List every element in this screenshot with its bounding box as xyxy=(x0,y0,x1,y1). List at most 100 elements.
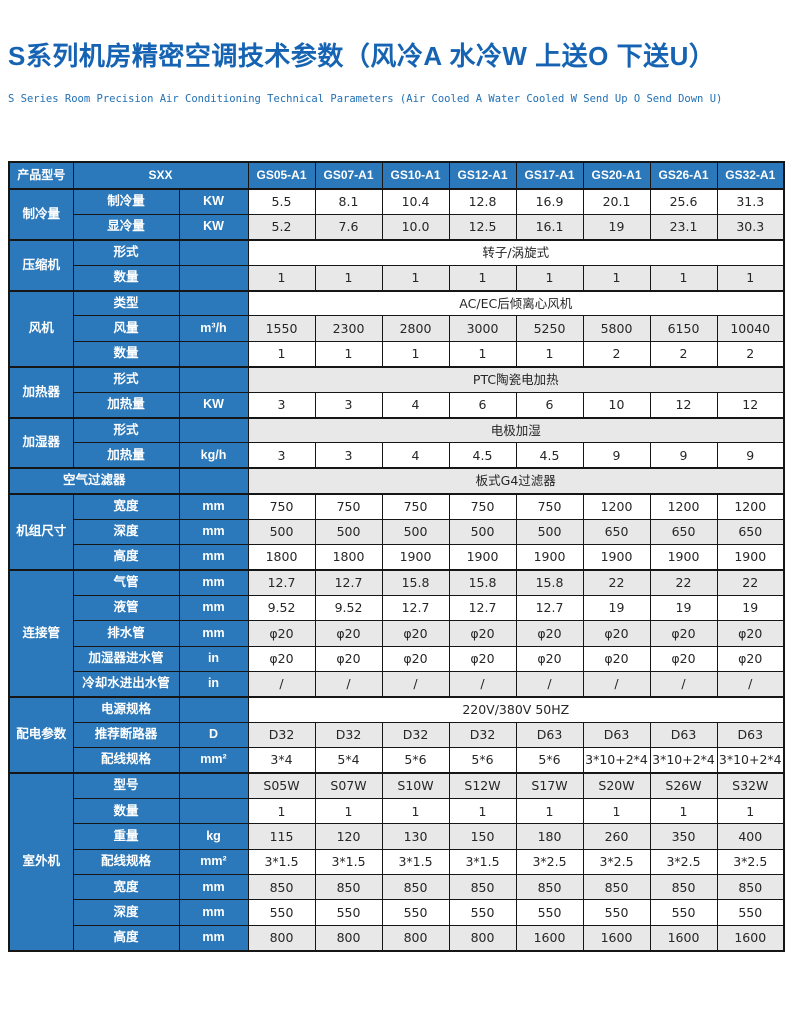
value-cell: 3 xyxy=(314,442,383,469)
value-cell: 850 xyxy=(314,874,383,901)
group-cell: 制冷量 xyxy=(8,188,74,241)
value-cell: S07W xyxy=(314,771,383,799)
table-row: 空气过滤器 板式G4过滤器 xyxy=(8,467,785,495)
table-header-row: 产品型号 SXX GS05-A1 GS07-A1 GS10-A1 GS12-A1 GS17-… xyxy=(8,161,785,190)
unit-cell: mm xyxy=(178,492,249,520)
value-cell: 750 xyxy=(381,492,450,520)
value-cell: 20.1 xyxy=(582,187,651,215)
value-cell: D63 xyxy=(716,721,785,749)
value-cell: D32 xyxy=(381,721,450,749)
unit-cell: KW xyxy=(178,187,249,215)
merged-value-cell: AC/EC后倾离心风机 xyxy=(247,289,785,317)
value-cell: 1 xyxy=(247,264,316,292)
value-cell: 750 xyxy=(314,492,383,520)
param-cell: 宽度 xyxy=(72,492,180,520)
value-cell: 1900 xyxy=(515,543,584,571)
param-cell: 高度 xyxy=(72,543,180,571)
value-cell: S05W xyxy=(247,771,316,799)
table-row: 压缩机 形式 转子/涡旋式 xyxy=(8,238,785,292)
param-cell: 类型 xyxy=(72,289,180,317)
value-cell: 3*10+2*4 xyxy=(582,747,651,774)
value-cell: φ20 xyxy=(381,645,450,672)
param-cell: 配线规格 xyxy=(72,848,180,876)
param-cell: 数量 xyxy=(72,797,180,825)
value-cell: 550 xyxy=(448,899,517,926)
group-cell: 配电参数 xyxy=(8,695,74,774)
value-cell: 1200 xyxy=(716,492,785,520)
value-cell: 650 xyxy=(649,518,718,545)
group-cell: 风机 xyxy=(8,289,74,368)
value-cell: / xyxy=(247,670,316,698)
value-cell: 4 xyxy=(381,442,450,469)
table-row: 液管 mm 9.52 9.52 12.7 12.7 12.7 19 19 19 xyxy=(9,594,785,622)
value-cell: 3 xyxy=(247,442,316,469)
group-cell: 连接管 xyxy=(8,568,74,698)
param-cell: 电源规格 xyxy=(72,695,180,723)
table-row: 制冷量 制冷量 KW 5.5 8.1 10.4 12.8 16.9 20.1 25.6 31.3 xyxy=(8,187,785,241)
param-cell: 深度 xyxy=(72,518,180,545)
value-cell: 130 xyxy=(381,823,450,850)
value-cell: 3*2.5 xyxy=(582,848,651,876)
value-cell: φ20 xyxy=(582,620,651,647)
table-row: 风量 m³/h 1550 2300 2800 3000 5250 5800 6150 10040 xyxy=(9,315,785,342)
value-cell: 1800 xyxy=(247,543,316,571)
value-cell: S26W xyxy=(649,771,718,799)
value-cell: 550 xyxy=(314,899,383,926)
value-cell: / xyxy=(582,670,651,698)
table-row: 数量 1 1 1 1 1 1 1 1 xyxy=(9,797,785,825)
value-cell: 16.1 xyxy=(515,213,584,241)
table-row: 加热量 kg/h 3 3 4 4.5 4.5 9 9 9 xyxy=(9,442,785,469)
value-cell: φ20 xyxy=(381,620,450,647)
value-cell: 550 xyxy=(515,899,584,926)
model-header: GS17-A1 xyxy=(515,161,584,190)
unit-cell xyxy=(178,238,249,266)
value-cell: 12.7 xyxy=(314,568,383,596)
param-cell: 形式 xyxy=(72,416,180,444)
value-cell: 2 xyxy=(716,340,785,368)
value-cell: 1 xyxy=(381,797,450,825)
value-cell: 1900 xyxy=(448,543,517,571)
value-cell: 2 xyxy=(582,340,651,368)
model-header: GS20-A1 xyxy=(582,161,651,190)
param-cell: 液管 xyxy=(72,594,180,622)
value-cell: 180 xyxy=(515,823,584,850)
unit-cell: mm xyxy=(178,924,249,952)
value-cell: S10W xyxy=(381,771,450,799)
value-cell: 850 xyxy=(649,874,718,901)
value-cell: 350 xyxy=(649,823,718,850)
unit-cell: mm xyxy=(178,568,249,596)
value-cell: 500 xyxy=(247,518,316,545)
value-cell: 650 xyxy=(716,518,785,545)
value-cell: 1 xyxy=(381,264,450,292)
value-cell: 850 xyxy=(582,874,651,901)
table-row: 显冷量 KW 5.2 7.6 10.0 12.5 16.1 19 23.1 30.3 xyxy=(9,213,785,241)
model-header: GS26-A1 xyxy=(649,161,718,190)
value-cell: 19 xyxy=(649,594,718,622)
value-cell: 12.5 xyxy=(448,213,517,241)
value-cell: 3*10+2*4 xyxy=(649,747,718,774)
value-cell: 850 xyxy=(448,874,517,901)
value-cell: D63 xyxy=(649,721,718,749)
value-cell: D32 xyxy=(448,721,517,749)
value-cell: φ20 xyxy=(448,645,517,672)
param-cell: 数量 xyxy=(72,264,180,292)
value-cell: 6150 xyxy=(649,315,718,342)
value-cell: 850 xyxy=(515,874,584,901)
value-cell: 115 xyxy=(247,823,316,850)
unit-cell: mm xyxy=(178,518,249,545)
value-cell: S20W xyxy=(582,771,651,799)
value-cell: 1600 xyxy=(716,924,785,952)
param-cell: 风量 xyxy=(72,315,180,342)
merged-value-cell: PTC陶瓷电加热 xyxy=(247,365,785,393)
value-cell: 12.7 xyxy=(381,594,450,622)
value-cell: 500 xyxy=(381,518,450,545)
value-cell: 1 xyxy=(515,340,584,368)
value-cell: φ20 xyxy=(716,620,785,647)
value-cell: 120 xyxy=(314,823,383,850)
value-cell: 1 xyxy=(314,264,383,292)
value-cell: 10 xyxy=(582,391,651,419)
value-cell: 22 xyxy=(716,568,785,596)
group-cell: 机组尺寸 xyxy=(8,492,74,571)
value-cell: / xyxy=(716,670,785,698)
unit-cell xyxy=(178,695,249,723)
